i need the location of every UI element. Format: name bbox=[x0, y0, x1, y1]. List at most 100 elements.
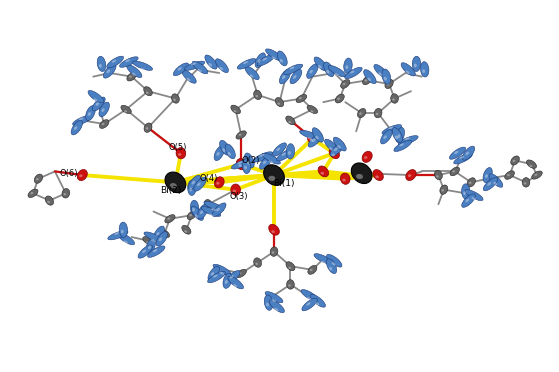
Ellipse shape bbox=[264, 295, 273, 310]
Ellipse shape bbox=[301, 289, 318, 301]
Ellipse shape bbox=[216, 208, 220, 211]
Ellipse shape bbox=[467, 178, 476, 187]
Ellipse shape bbox=[314, 254, 333, 264]
Ellipse shape bbox=[382, 125, 402, 134]
Ellipse shape bbox=[286, 144, 295, 159]
Ellipse shape bbox=[156, 232, 168, 246]
Ellipse shape bbox=[255, 263, 258, 265]
Ellipse shape bbox=[270, 247, 278, 256]
Ellipse shape bbox=[284, 64, 302, 74]
Ellipse shape bbox=[280, 59, 283, 62]
Ellipse shape bbox=[182, 225, 191, 234]
Ellipse shape bbox=[362, 151, 372, 162]
Ellipse shape bbox=[312, 128, 324, 142]
Ellipse shape bbox=[364, 156, 367, 159]
Ellipse shape bbox=[271, 57, 276, 60]
Ellipse shape bbox=[484, 177, 498, 191]
Ellipse shape bbox=[397, 134, 400, 138]
Ellipse shape bbox=[231, 105, 240, 114]
Ellipse shape bbox=[493, 182, 497, 185]
Ellipse shape bbox=[310, 110, 314, 112]
Ellipse shape bbox=[307, 105, 318, 113]
Ellipse shape bbox=[459, 156, 465, 159]
Ellipse shape bbox=[253, 152, 273, 162]
Ellipse shape bbox=[225, 144, 235, 159]
Ellipse shape bbox=[244, 153, 254, 168]
Ellipse shape bbox=[485, 174, 488, 178]
Ellipse shape bbox=[385, 79, 393, 89]
Ellipse shape bbox=[79, 118, 84, 120]
Ellipse shape bbox=[307, 64, 318, 78]
Ellipse shape bbox=[273, 143, 286, 156]
Ellipse shape bbox=[159, 229, 170, 237]
Ellipse shape bbox=[340, 80, 350, 88]
Ellipse shape bbox=[324, 62, 334, 77]
Ellipse shape bbox=[374, 108, 382, 118]
Ellipse shape bbox=[373, 170, 383, 180]
Ellipse shape bbox=[206, 204, 209, 207]
Ellipse shape bbox=[342, 179, 345, 182]
Ellipse shape bbox=[383, 135, 387, 139]
Ellipse shape bbox=[511, 156, 519, 165]
Ellipse shape bbox=[124, 241, 128, 244]
Ellipse shape bbox=[178, 153, 181, 156]
Ellipse shape bbox=[265, 292, 283, 303]
Ellipse shape bbox=[345, 67, 362, 79]
Ellipse shape bbox=[287, 280, 294, 289]
Ellipse shape bbox=[364, 70, 376, 84]
Ellipse shape bbox=[450, 167, 459, 176]
Ellipse shape bbox=[466, 152, 469, 155]
Ellipse shape bbox=[394, 140, 411, 151]
Ellipse shape bbox=[436, 175, 439, 177]
Ellipse shape bbox=[452, 170, 455, 173]
Ellipse shape bbox=[34, 174, 42, 183]
Ellipse shape bbox=[216, 152, 220, 156]
Ellipse shape bbox=[505, 171, 514, 179]
Ellipse shape bbox=[254, 90, 262, 100]
Ellipse shape bbox=[454, 153, 472, 164]
Text: O(2): O(2) bbox=[242, 156, 260, 165]
Ellipse shape bbox=[145, 127, 148, 129]
Ellipse shape bbox=[422, 69, 425, 73]
Ellipse shape bbox=[300, 130, 320, 140]
Ellipse shape bbox=[184, 230, 187, 232]
Ellipse shape bbox=[207, 272, 225, 283]
Ellipse shape bbox=[350, 70, 354, 74]
Ellipse shape bbox=[263, 161, 267, 164]
Ellipse shape bbox=[378, 73, 382, 76]
Ellipse shape bbox=[395, 135, 398, 139]
Ellipse shape bbox=[308, 265, 317, 274]
Ellipse shape bbox=[107, 70, 110, 73]
Ellipse shape bbox=[310, 139, 313, 142]
Ellipse shape bbox=[315, 136, 319, 140]
Ellipse shape bbox=[310, 269, 312, 271]
Ellipse shape bbox=[228, 152, 231, 155]
Ellipse shape bbox=[125, 59, 130, 62]
Ellipse shape bbox=[329, 147, 333, 151]
Ellipse shape bbox=[188, 175, 201, 189]
Ellipse shape bbox=[392, 128, 402, 142]
Ellipse shape bbox=[187, 211, 197, 219]
Ellipse shape bbox=[243, 158, 251, 174]
Ellipse shape bbox=[36, 178, 39, 180]
Ellipse shape bbox=[211, 208, 216, 211]
Ellipse shape bbox=[507, 174, 510, 176]
Ellipse shape bbox=[99, 64, 102, 68]
Ellipse shape bbox=[463, 191, 466, 195]
Ellipse shape bbox=[312, 139, 316, 142]
Ellipse shape bbox=[262, 58, 267, 61]
Ellipse shape bbox=[213, 264, 231, 275]
Ellipse shape bbox=[392, 99, 395, 101]
Ellipse shape bbox=[401, 63, 415, 76]
Ellipse shape bbox=[170, 183, 177, 188]
Ellipse shape bbox=[276, 148, 280, 151]
Ellipse shape bbox=[245, 66, 259, 80]
Ellipse shape bbox=[184, 61, 205, 70]
Ellipse shape bbox=[275, 97, 284, 107]
Ellipse shape bbox=[396, 127, 405, 142]
Ellipse shape bbox=[277, 149, 293, 161]
Ellipse shape bbox=[159, 237, 162, 241]
Ellipse shape bbox=[318, 65, 322, 68]
Ellipse shape bbox=[214, 177, 224, 188]
Ellipse shape bbox=[334, 73, 339, 76]
